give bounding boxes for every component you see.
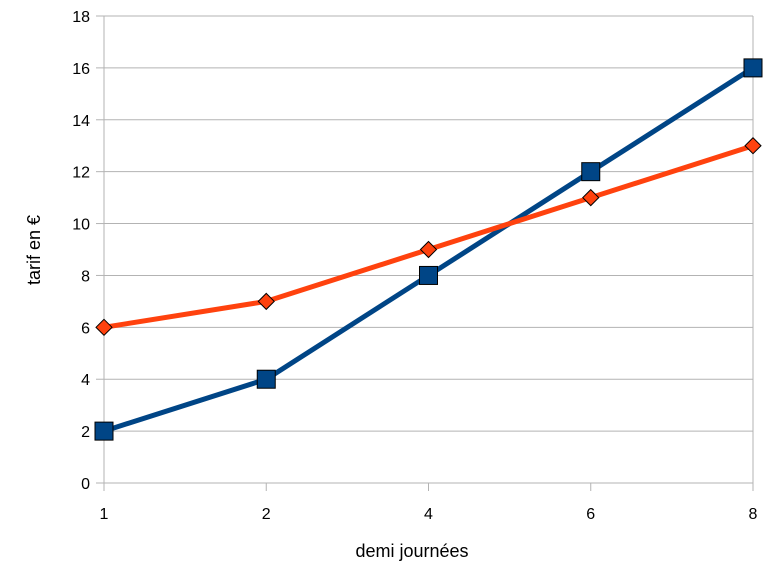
y-tick-label: 10	[72, 217, 90, 234]
series-2-line	[103, 143, 754, 330]
y-tick-label: 12	[72, 165, 90, 182]
series-2	[95, 137, 762, 337]
y-tick-label: 4	[81, 372, 90, 389]
data-point-square	[256, 369, 276, 389]
data-point-square	[581, 162, 601, 182]
data-point-square	[94, 421, 114, 441]
y-tick-label: 16	[72, 61, 90, 78]
x-tick-label: 8	[749, 506, 758, 523]
data-point-diamond	[257, 292, 275, 311]
y-tick-label: 14	[72, 113, 90, 130]
y-axis-title: tarif en €	[24, 215, 44, 285]
x-tick-label: 4	[424, 506, 433, 523]
data-point-diamond	[95, 318, 113, 337]
y-tick-label: 0	[81, 476, 90, 493]
data-point-diamond	[744, 137, 762, 155]
grid-lines	[104, 15, 753, 432]
x-tick-label: 2	[262, 506, 271, 523]
series-layer	[94, 58, 763, 441]
x-tick-label: 6	[586, 506, 595, 523]
y-tick-label: 8	[81, 268, 90, 285]
data-point-diamond	[582, 188, 600, 207]
data-point-diamond	[419, 240, 438, 259]
y-tick-label: 2	[81, 424, 90, 441]
series-1	[94, 58, 763, 441]
x-tick-label: 1	[100, 506, 109, 523]
x-axis-title: demi journées	[355, 541, 468, 561]
y-tick-label: 6	[81, 320, 90, 337]
y-tick-label: 18	[72, 9, 90, 26]
data-point-square	[743, 58, 763, 78]
data-point-square	[419, 265, 438, 285]
